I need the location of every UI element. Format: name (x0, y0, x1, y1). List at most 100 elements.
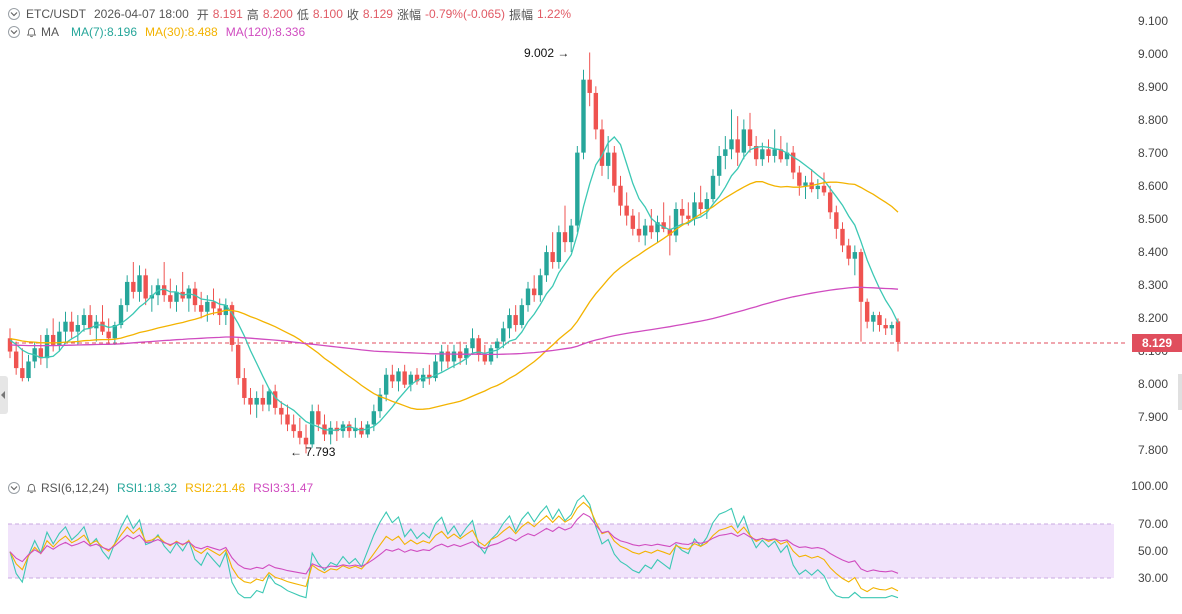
open-label: 开 (196, 7, 209, 22)
candle-body (710, 175, 716, 200)
candle-body (137, 275, 142, 292)
candle-body (519, 305, 525, 326)
candle-body (451, 351, 457, 362)
candle-body (630, 215, 636, 229)
candle-body (427, 374, 432, 379)
candle-body (624, 205, 629, 216)
candle-body (7, 338, 13, 352)
candle-body (81, 315, 87, 326)
candle-body (760, 149, 765, 160)
candle-body (390, 374, 395, 382)
right-scroll-handle[interactable] (1178, 374, 1182, 410)
candle-body (285, 414, 290, 425)
candle-body (445, 351, 451, 362)
candle-body (698, 202, 703, 209)
candle-body (790, 152, 796, 173)
close-label: 收 (346, 7, 359, 22)
candle-body (192, 288, 198, 306)
candle-body (797, 172, 802, 186)
ma7-value: MA(7):8.196 (71, 25, 138, 39)
rsi3-line (9, 512, 899, 575)
price-axis-tick: 8.400 (1137, 245, 1168, 259)
candle-body (371, 411, 377, 425)
candle-body (464, 348, 469, 359)
candle-body (883, 325, 888, 329)
collapse-toggle-icon[interactable] (8, 26, 20, 38)
candle-body (525, 288, 531, 306)
candle-body (20, 368, 25, 379)
ma30-line (9, 180, 899, 410)
bell-icon[interactable] (26, 27, 37, 38)
candle-body (778, 149, 784, 160)
ma120-line (9, 286, 899, 356)
price-axis-tick: 8.300 (1137, 278, 1168, 292)
candle-body (291, 424, 296, 432)
candle-body (272, 391, 278, 408)
candle-body (531, 288, 537, 296)
bell-icon[interactable] (26, 483, 37, 494)
candle-body (679, 208, 685, 216)
candle-body (587, 79, 592, 93)
collapse-toggle-icon[interactable] (8, 8, 20, 20)
candle-body (667, 228, 673, 236)
ma-label: MA (41, 25, 59, 39)
candle-body (353, 427, 358, 432)
candle-body (476, 338, 481, 355)
candle-body (100, 321, 105, 332)
collapse-toggle-icon[interactable] (8, 482, 20, 494)
open-value: 8.191 (212, 7, 243, 21)
candle-body (26, 361, 31, 379)
candle-body (279, 407, 284, 415)
candle-body (827, 192, 833, 213)
candle-body (766, 149, 771, 156)
low-marker: ← 7.793 (290, 445, 335, 459)
candle-body (735, 139, 740, 153)
price-axis-tick: 9.000 (1137, 47, 1168, 61)
candle-body (161, 285, 167, 296)
candle-body (87, 315, 93, 329)
rsi-legend: RSI(6,12,24) RSI1:18.32 RSI2:21.46 RSI3:… (8, 480, 317, 496)
candle-body (309, 411, 315, 445)
candle-body (174, 291, 179, 302)
price-axis-tick: 8.900 (1137, 80, 1168, 94)
candle-body (636, 228, 642, 236)
candle-body (439, 351, 444, 362)
candle-body (316, 411, 321, 425)
candle-body (396, 371, 401, 382)
high-marker: 9.002 → (524, 46, 569, 60)
ma7-line (9, 136, 899, 431)
left-scroll-handle[interactable] (0, 376, 8, 414)
candle-body (297, 431, 303, 438)
candle-body (501, 328, 506, 342)
candle-body (716, 155, 722, 176)
candle-body (38, 348, 44, 359)
high-marker-value: 9.002 (524, 46, 555, 60)
candle-body (852, 252, 858, 259)
candle-body (858, 252, 864, 302)
candle-body (235, 344, 241, 379)
rsi-axis-tick: 50.00 (1137, 544, 1168, 558)
arrow-right-icon: → (557, 46, 570, 60)
candle-body (575, 152, 580, 226)
arrow-left-icon: ← (290, 445, 302, 459)
candle-body (377, 394, 383, 412)
candle-body (815, 185, 821, 190)
ma120-value: MA(120):8.336 (225, 25, 306, 39)
low-marker-value: 7.793 (305, 445, 336, 459)
price-axis-tick: 7.800 (1137, 443, 1168, 457)
candle-body (365, 424, 370, 435)
candle-body (846, 245, 851, 259)
candle-body (538, 275, 543, 296)
candle-body (741, 129, 747, 153)
price-axis-tick: 8.700 (1137, 146, 1168, 160)
rsi-label: RSI(6,12,24) (41, 481, 110, 495)
candle-body (229, 305, 235, 345)
candle-body (618, 185, 623, 206)
candle-body (482, 354, 488, 362)
candle-body (513, 315, 518, 326)
ma-layer (9, 136, 899, 431)
rsi2-line (9, 501, 899, 593)
price-axis-tick: 7.900 (1137, 410, 1168, 424)
candle-body (402, 371, 407, 385)
